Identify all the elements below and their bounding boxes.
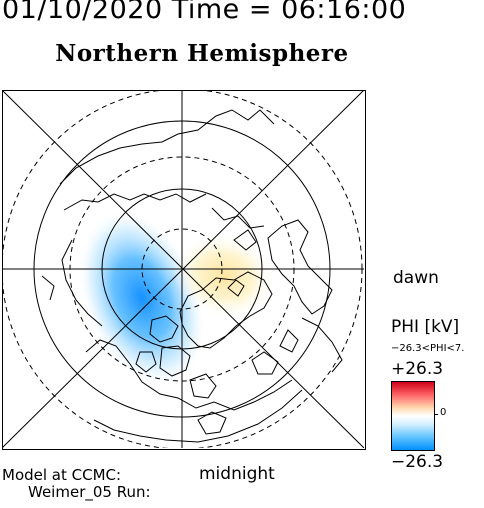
legend-max-value: +26.3 <box>391 359 444 379</box>
legend-range: −26.3<PHI<7. <box>391 343 465 354</box>
midnight-label: midnight <box>199 464 275 484</box>
date-time-header: 01/10/2020 Time = 06:16:00 <box>2 0 407 25</box>
positive-potential-cell <box>172 233 276 319</box>
colorbar-zero-tick <box>434 414 438 415</box>
legend-title: PHI [kV] <box>391 317 460 337</box>
negative-potential-cell <box>78 209 206 387</box>
legend-min-value: −26.3 <box>391 452 444 472</box>
run-label: Weimer_05 Run: <box>28 483 151 501</box>
dawn-label: dawn <box>393 268 439 288</box>
map-frame <box>2 90 366 450</box>
polar-map <box>2 90 364 448</box>
page-title: Northern Hemisphere <box>55 40 349 67</box>
model-label: Model at CCMC: <box>2 466 122 484</box>
colorbar <box>391 381 435 451</box>
meridian-lines <box>2 90 364 448</box>
coastline-outlines <box>41 109 343 443</box>
legend-zero-value: 0 <box>440 407 447 418</box>
